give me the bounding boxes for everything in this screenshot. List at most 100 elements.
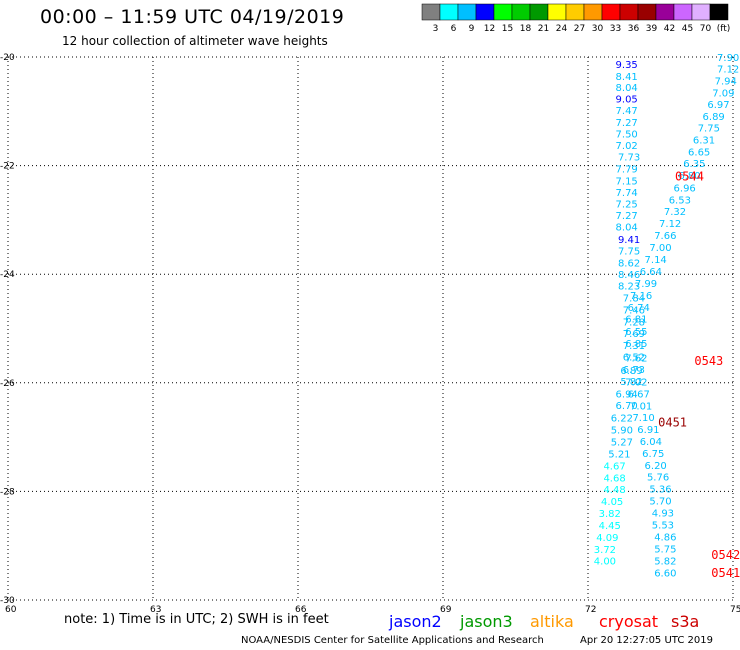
wave-height-label: 7.90 <box>717 53 739 64</box>
legend-altika: altika <box>530 612 574 631</box>
wave-height-label: 8.04 <box>616 222 638 233</box>
y-tick-label: -28 <box>0 487 15 497</box>
wave-height-label: 8.04 <box>616 83 638 94</box>
wave-height-label: 6.53 <box>669 195 691 206</box>
wave-height-label: 6.81 <box>625 315 647 326</box>
color-scale-label: 21 <box>538 24 549 34</box>
x-tick-label: 66 <box>295 605 307 615</box>
legend-cryosat: cryosat <box>599 612 659 631</box>
color-scale-label: 6 <box>451 24 457 34</box>
wave-height-label: 7.74 <box>616 188 638 199</box>
color-scale-label: 42 <box>664 24 675 34</box>
wave-height-label: 4.45 <box>599 521 621 532</box>
wave-height-label: 7.02 <box>616 141 638 152</box>
wave-height-label: 6.73 <box>623 365 645 376</box>
wave-height-label: 6.80 <box>678 171 700 182</box>
axis-ticks: 60 63 66 69 72 75 -20 -22 -24 -26 -28 -30 <box>0 53 740 615</box>
chart-title: 00:00 – 11:59 UTC 04/19/2019 <box>40 6 345 28</box>
color-swatch <box>547 3 567 21</box>
wave-height-values: 9.358.418.049.057.477.277.507.027.737.79… <box>594 53 740 579</box>
wave-height-label: 7.62 <box>625 353 647 364</box>
wave-height-label: 7.32 <box>664 207 686 218</box>
color-scale-label: 30 <box>592 24 604 34</box>
wave-height-label: 3.82 <box>599 509 621 520</box>
wave-height-label: 7.69 <box>623 329 645 340</box>
wave-height-label: 8.62 <box>618 258 640 269</box>
wave-height-label: 7.99 <box>635 279 657 290</box>
wave-height-label: 6.52 <box>623 353 645 364</box>
wave-height-label: 4.00 <box>594 556 616 567</box>
color-swatch <box>691 3 711 21</box>
pass-time-label: 0541 <box>711 566 740 580</box>
wave-height-label: 6.35 <box>683 159 705 170</box>
color-swatch <box>421 3 441 21</box>
color-scale-label: 15 <box>502 24 513 34</box>
wave-height-label: 9.41 <box>618 235 640 246</box>
color-scale-label: 33 <box>610 24 621 34</box>
wave-height-label: 7.50 <box>616 130 638 141</box>
color-scale-bar: 3 6 9 12 15 18 21 24 27 30 33 36 39 42 45 70 (ft) <box>421 3 731 34</box>
wave-height-label: 4.67 <box>603 461 625 472</box>
wave-height-label: 7.02 <box>625 378 647 389</box>
wave-height-label: 6.75 <box>642 449 664 460</box>
wave-height-label: 6.67 <box>628 390 650 401</box>
wave-height-label: 7.25 <box>616 200 638 211</box>
wave-height-label: 7.16 <box>630 291 652 302</box>
wave-height-label: 7.31 <box>623 341 645 352</box>
wave-height-label: 6.65 <box>688 147 710 158</box>
wave-height-label: 6.89 <box>703 112 725 123</box>
footnote: note: 1) Time is in UTC; 2) SWH is in fe… <box>64 612 329 627</box>
wave-height-label: 4.93 <box>652 509 674 520</box>
x-tick-label: 69 <box>440 605 452 615</box>
wave-height-label: 6.89 <box>620 366 642 377</box>
color-scale-label: 9 <box>469 24 475 34</box>
pass-time-label: 0544 <box>675 169 704 183</box>
wave-height-label: 7.27 <box>616 118 638 129</box>
color-swatch <box>475 3 495 21</box>
wave-height-label: 4.68 <box>603 473 625 484</box>
color-scale-label: 70 <box>700 24 712 34</box>
wave-height-label: 7.27 <box>616 211 638 222</box>
wave-height-label: 5.82 <box>654 556 676 567</box>
wave-height-label: 7.12 <box>717 64 739 75</box>
color-swatch <box>493 3 513 21</box>
wave-height-label: 4.86 <box>654 532 676 543</box>
wave-height-label: 6.91 <box>637 425 659 436</box>
color-swatch <box>673 3 693 21</box>
wave-height-label: 5.75 <box>654 544 676 555</box>
wave-height-label: 4.05 <box>601 497 623 508</box>
y-tick-label: -30 <box>0 596 15 606</box>
color-scale-label: 3 <box>433 24 439 34</box>
color-scale-label: 24 <box>556 24 568 34</box>
wave-height-label: 6.20 <box>645 461 667 472</box>
wave-height-label: 7.01 <box>630 402 652 413</box>
color-swatch <box>637 3 657 21</box>
generated-timestamp: Apr 20 12:27:05 UTC 2019 <box>580 635 713 646</box>
color-scale-label: 18 <box>520 24 532 34</box>
color-swatch <box>655 3 675 21</box>
wave-height-label: 6.55 <box>625 327 647 338</box>
wave-height-label: 7.10 <box>632 413 654 424</box>
y-tick-label: -24 <box>0 270 15 280</box>
grid-lines <box>7 56 734 601</box>
color-scale-label: 45 <box>682 24 693 34</box>
color-swatch <box>565 3 585 21</box>
wave-height-label: 6.74 <box>628 303 650 314</box>
wave-height-label: 7.00 <box>649 243 671 254</box>
wave-height-label: 6.85 <box>625 339 647 350</box>
x-tick-label: 75 <box>730 605 740 615</box>
wave-height-label: 7.14 <box>645 255 667 266</box>
color-swatch <box>619 3 639 21</box>
color-swatch <box>529 3 549 21</box>
wave-height-label: 8.46 <box>618 270 640 281</box>
x-tick-label: 72 <box>585 605 596 615</box>
wave-height-label: 5.82 <box>620 377 642 388</box>
wave-height-label: 6.31 <box>693 136 715 147</box>
wave-height-label: 7.28 <box>623 317 645 328</box>
wave-height-label: 7.12 <box>659 219 681 230</box>
color-scale-label: (ft) <box>717 24 731 34</box>
x-tick-label: 60 <box>5 605 17 615</box>
wave-height-label: 4.48 <box>603 485 625 496</box>
color-scale-label: 27 <box>574 24 585 34</box>
